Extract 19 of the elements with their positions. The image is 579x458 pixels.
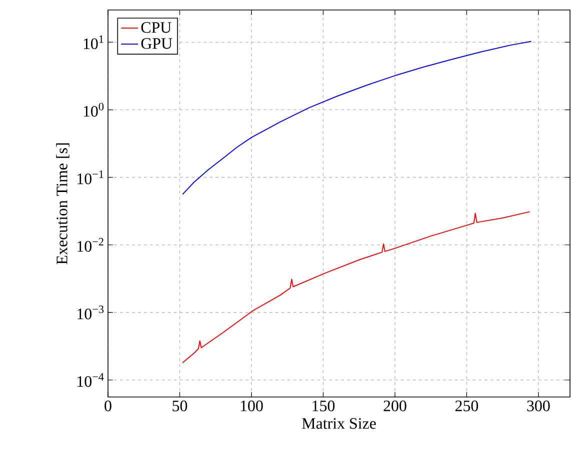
x-tick-label: 0 <box>104 400 112 412</box>
y-tick-label: 10$^{−4}$ <box>78 373 104 387</box>
y-tick-label: 10$^{−3}$ <box>78 306 104 320</box>
x-tick-label: 50 <box>172 400 188 412</box>
legend-label: GPU <box>141 38 172 49</box>
x-tick-label: 250 <box>455 400 478 412</box>
y-tick-label: 10$^{1}$ <box>84 35 104 50</box>
x-tick-label: 100 <box>240 400 263 412</box>
x-tick-label: 300 <box>527 400 550 412</box>
line-series <box>182 40 532 195</box>
y-tick-label: 10$^{0}$ <box>84 102 104 117</box>
y-axis-title: Execution Time [s] <box>56 143 70 264</box>
legend-label: CPU <box>141 22 172 33</box>
x-tick-label: 200 <box>384 400 406 412</box>
line-series <box>182 211 530 364</box>
y-tick-label: 10$^{−2}$ <box>78 238 104 252</box>
y-tick-label: 10$^{−1}$ <box>78 170 104 184</box>
x-tick-label: 150 <box>312 400 335 412</box>
x-axis-title: Matrix Size <box>302 418 376 429</box>
